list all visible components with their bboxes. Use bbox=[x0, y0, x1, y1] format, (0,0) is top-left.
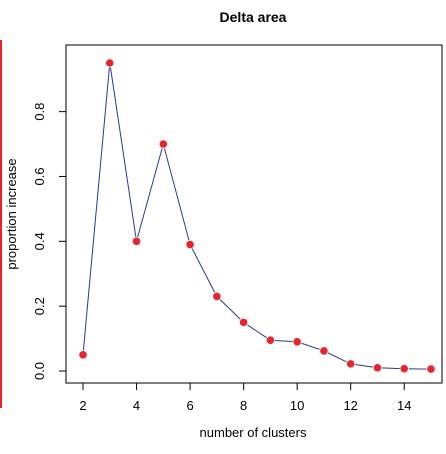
x-tick-label: 10 bbox=[290, 398, 304, 413]
data-point bbox=[426, 364, 436, 374]
y-tick-label: 0.8 bbox=[32, 103, 47, 121]
series-line bbox=[82, 62, 432, 370]
data-point bbox=[105, 58, 115, 68]
x-tick-label: 14 bbox=[397, 398, 411, 413]
data-point bbox=[265, 335, 275, 345]
axes-group: 2 4 6 8 10 12 14 0.0 0.2 0.4 0.6 0.8 bbox=[32, 103, 411, 413]
data-point bbox=[292, 337, 302, 347]
left-edge-strip bbox=[0, 40, 2, 408]
plot-frame bbox=[65, 44, 443, 384]
x-tick-label: 12 bbox=[343, 398, 357, 413]
y-tick-label: 0.2 bbox=[32, 297, 47, 315]
x-tick-label: 6 bbox=[186, 398, 193, 413]
data-point bbox=[158, 139, 168, 149]
data-point bbox=[319, 346, 329, 356]
x-axis-label: number of clusters bbox=[200, 425, 307, 440]
data-point bbox=[346, 359, 356, 369]
y-axis-label: proportion increase bbox=[4, 158, 19, 269]
data-point bbox=[78, 350, 88, 360]
x-tick-label: 2 bbox=[79, 398, 86, 413]
data-point bbox=[372, 363, 383, 373]
y-tick-label: 0.4 bbox=[32, 232, 47, 250]
data-point bbox=[185, 239, 195, 250]
y-tick-label: 0.6 bbox=[32, 167, 47, 185]
data-point bbox=[212, 291, 222, 302]
data-point bbox=[399, 364, 409, 374]
chart-title: Delta area bbox=[220, 9, 287, 25]
points-group bbox=[78, 58, 436, 374]
x-tick-label: 4 bbox=[133, 398, 140, 413]
data-point bbox=[239, 317, 249, 327]
data-point bbox=[131, 236, 142, 246]
x-tick-label: 8 bbox=[240, 398, 247, 413]
y-tick-label: 0.0 bbox=[32, 362, 47, 380]
